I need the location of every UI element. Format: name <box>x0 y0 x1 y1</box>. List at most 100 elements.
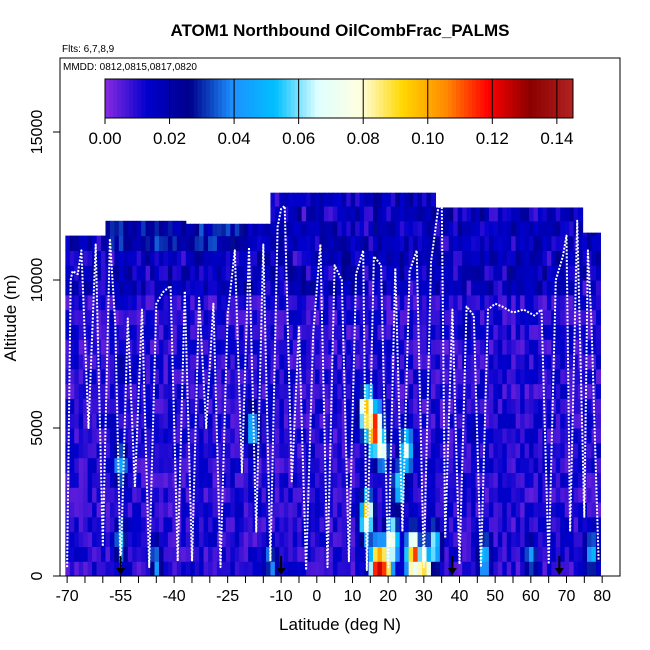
heatmap-cell <box>533 398 539 414</box>
heatmap-cell <box>497 220 503 237</box>
heatmap-cell <box>181 235 187 251</box>
heatmap-cell <box>359 546 365 562</box>
heatmap-cell <box>359 324 365 340</box>
heatmap-cell <box>172 309 178 325</box>
heatmap-cell <box>372 324 379 340</box>
heatmap-cell <box>274 428 280 444</box>
heatmap-cell <box>141 457 147 473</box>
heatmap-cell <box>332 294 338 311</box>
heatmap-cell <box>529 442 535 459</box>
heatmap-cell <box>163 561 169 576</box>
flight-arrow-head <box>554 568 564 575</box>
heatmap-cell <box>319 250 325 266</box>
heatmap-cell <box>546 339 552 355</box>
heatmap-cell <box>328 309 334 325</box>
heatmap-cell <box>208 309 214 325</box>
heatmap-cell <box>319 561 325 576</box>
heatmap-cell <box>564 398 570 414</box>
heatmap-cell <box>364 428 370 444</box>
heatmap-cell <box>194 457 200 473</box>
heatmap-cell <box>520 324 526 340</box>
x-tick-label: -55 <box>109 588 132 605</box>
flight-profile <box>444 219 600 569</box>
heatmap-cell <box>257 324 263 340</box>
heatmap-cell <box>301 398 307 414</box>
heatmap-cell <box>488 383 494 399</box>
heatmap-cell <box>288 280 294 296</box>
heatmap-cell <box>359 354 365 370</box>
heatmap-cell <box>341 368 347 385</box>
heatmap-cell <box>301 280 307 296</box>
heatmap-cell <box>430 265 437 281</box>
heatmap-cell <box>399 428 405 444</box>
heatmap-cell <box>239 265 245 281</box>
heatmap-cell <box>337 413 343 429</box>
heatmap-cell <box>261 223 267 237</box>
heatmap-cell <box>230 428 236 444</box>
heatmap-cell <box>216 324 222 340</box>
heatmap-cell <box>230 383 236 399</box>
heatmap-cell <box>377 368 383 385</box>
heatmap-cell <box>306 442 312 459</box>
heatmap-cell <box>355 398 361 414</box>
heatmap-cell <box>573 516 579 533</box>
heatmap-cell <box>261 368 267 385</box>
heatmap-cell <box>372 457 379 473</box>
heatmap-cell <box>466 309 472 325</box>
heatmap-cell <box>181 280 187 296</box>
heatmap-cell <box>265 294 272 311</box>
heatmap-cell <box>444 354 450 370</box>
heatmap-cell <box>279 192 285 207</box>
heatmap-cell <box>279 383 285 399</box>
heatmap-cell <box>377 502 383 518</box>
heatmap-cell <box>515 294 521 311</box>
heatmap-cell <box>399 192 405 207</box>
heatmap-cell <box>591 502 597 518</box>
heatmap-cell <box>248 354 254 370</box>
heatmap-cell <box>515 502 521 518</box>
heatmap-cell <box>163 265 169 281</box>
heatmap-cell <box>328 324 334 340</box>
heatmap-cell <box>395 368 401 385</box>
heatmap-cell <box>404 472 410 488</box>
heatmap-cell <box>145 561 151 576</box>
heatmap-cell <box>341 309 347 325</box>
heatmap-cell <box>332 442 338 459</box>
heatmap-cell <box>435 531 441 547</box>
heatmap-cell <box>542 472 548 488</box>
heatmap-cell <box>96 546 102 562</box>
heatmap-cell <box>488 324 494 340</box>
heatmap-cell <box>323 354 330 370</box>
heatmap-cell <box>587 265 593 281</box>
heatmap-cell <box>87 516 93 533</box>
heatmap-cell <box>78 457 84 473</box>
heatmap-cell <box>127 457 133 473</box>
heatmap-cell <box>127 487 133 503</box>
heatmap-cell <box>167 442 173 459</box>
heatmap-cell <box>288 354 294 370</box>
heatmap-cell <box>150 220 156 237</box>
colorbar-swatch <box>117 79 122 118</box>
heatmap-cell <box>448 531 454 547</box>
heatmap-cell <box>457 250 463 266</box>
heatmap-cell <box>301 324 307 340</box>
heatmap-cell <box>444 383 450 399</box>
heatmap-cell <box>555 368 561 385</box>
heatmap-cell <box>328 206 334 222</box>
heatmap-cell <box>546 428 552 444</box>
heatmap-cell <box>488 428 494 444</box>
heatmap-cell <box>114 531 120 547</box>
heatmap-cell <box>372 294 379 311</box>
heatmap-cell <box>301 531 307 547</box>
heatmap-cell <box>172 383 178 399</box>
heatmap-cell <box>194 546 200 562</box>
heatmap-cell <box>127 265 133 281</box>
heatmap-cell <box>243 531 249 547</box>
heatmap-cell <box>560 265 566 281</box>
heatmap-cell <box>551 235 557 251</box>
heatmap-cell <box>480 368 486 385</box>
heatmap-cell <box>292 294 298 311</box>
colorbar-swatch <box>165 79 171 118</box>
heatmap-cell <box>573 207 579 222</box>
heatmap-cell <box>225 546 231 562</box>
